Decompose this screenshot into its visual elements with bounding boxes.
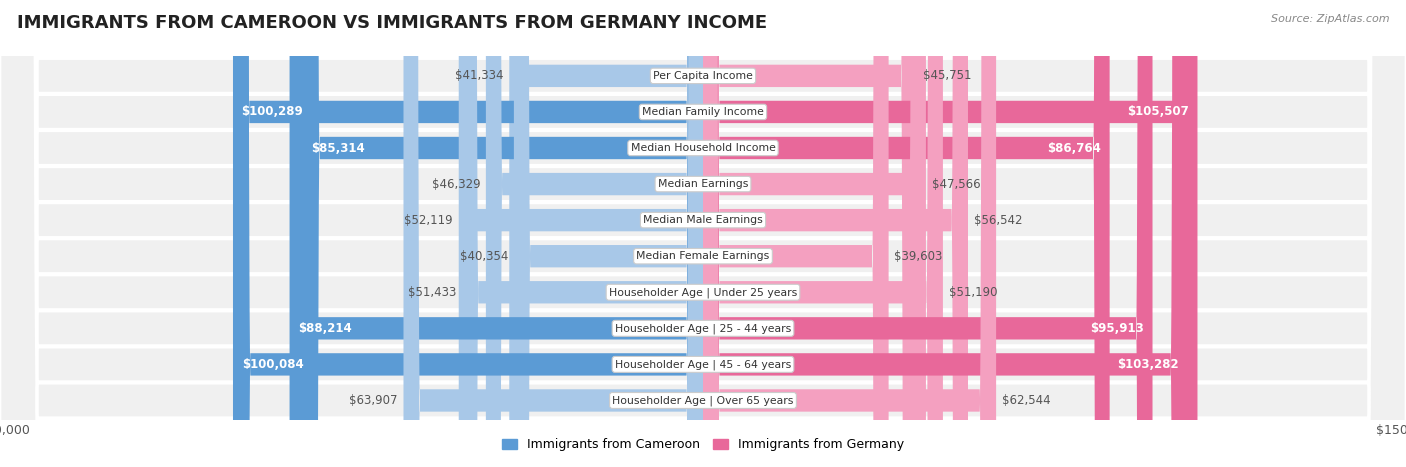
- Text: $45,751: $45,751: [924, 70, 972, 82]
- FancyBboxPatch shape: [703, 0, 918, 467]
- FancyBboxPatch shape: [703, 0, 889, 467]
- Text: $41,334: $41,334: [456, 70, 503, 82]
- FancyBboxPatch shape: [703, 0, 1109, 467]
- Text: $56,542: $56,542: [973, 213, 1022, 226]
- FancyBboxPatch shape: [233, 0, 703, 467]
- Text: $51,190: $51,190: [949, 286, 997, 299]
- Text: Per Capita Income: Per Capita Income: [652, 71, 754, 81]
- FancyBboxPatch shape: [703, 0, 1153, 467]
- FancyBboxPatch shape: [233, 0, 703, 467]
- FancyBboxPatch shape: [404, 0, 703, 467]
- Text: Householder Age | Under 25 years: Householder Age | Under 25 years: [609, 287, 797, 297]
- FancyBboxPatch shape: [703, 0, 995, 467]
- FancyBboxPatch shape: [703, 0, 967, 467]
- Text: $95,913: $95,913: [1090, 322, 1144, 335]
- FancyBboxPatch shape: [304, 0, 703, 467]
- FancyBboxPatch shape: [513, 0, 703, 467]
- Text: $103,282: $103,282: [1116, 358, 1178, 371]
- Text: $47,566: $47,566: [932, 177, 980, 191]
- Text: Median Earnings: Median Earnings: [658, 179, 748, 189]
- Text: $46,329: $46,329: [432, 177, 481, 191]
- FancyBboxPatch shape: [509, 0, 703, 467]
- FancyBboxPatch shape: [703, 0, 927, 467]
- Text: Median Family Income: Median Family Income: [643, 107, 763, 117]
- Text: IMMIGRANTS FROM CAMEROON VS IMMIGRANTS FROM GERMANY INCOME: IMMIGRANTS FROM CAMEROON VS IMMIGRANTS F…: [17, 14, 768, 32]
- Legend: Immigrants from Cameroon, Immigrants from Germany: Immigrants from Cameroon, Immigrants fro…: [498, 433, 908, 456]
- Text: $63,907: $63,907: [349, 394, 398, 407]
- Text: $52,119: $52,119: [405, 213, 453, 226]
- Text: $39,603: $39,603: [894, 250, 942, 263]
- Text: Median Female Earnings: Median Female Earnings: [637, 251, 769, 261]
- FancyBboxPatch shape: [703, 0, 1187, 467]
- Text: $100,289: $100,289: [242, 106, 304, 119]
- Text: $105,507: $105,507: [1128, 106, 1189, 119]
- Text: $88,214: $88,214: [298, 322, 352, 335]
- FancyBboxPatch shape: [703, 0, 1198, 467]
- Text: Median Household Income: Median Household Income: [630, 143, 776, 153]
- FancyBboxPatch shape: [703, 0, 943, 467]
- Text: $85,314: $85,314: [312, 142, 366, 155]
- FancyBboxPatch shape: [486, 0, 703, 467]
- Text: Source: ZipAtlas.com: Source: ZipAtlas.com: [1271, 14, 1389, 24]
- Text: $86,764: $86,764: [1047, 142, 1101, 155]
- Text: $40,354: $40,354: [460, 250, 508, 263]
- Text: $100,084: $100,084: [242, 358, 304, 371]
- Text: Householder Age | 45 - 64 years: Householder Age | 45 - 64 years: [614, 359, 792, 370]
- Text: Householder Age | 25 - 44 years: Householder Age | 25 - 44 years: [614, 323, 792, 333]
- FancyBboxPatch shape: [463, 0, 703, 467]
- Text: Householder Age | Over 65 years: Householder Age | Over 65 years: [612, 395, 794, 406]
- Text: $51,433: $51,433: [408, 286, 457, 299]
- FancyBboxPatch shape: [290, 0, 703, 467]
- Text: $62,544: $62,544: [1001, 394, 1050, 407]
- Text: Median Male Earnings: Median Male Earnings: [643, 215, 763, 225]
- FancyBboxPatch shape: [458, 0, 703, 467]
